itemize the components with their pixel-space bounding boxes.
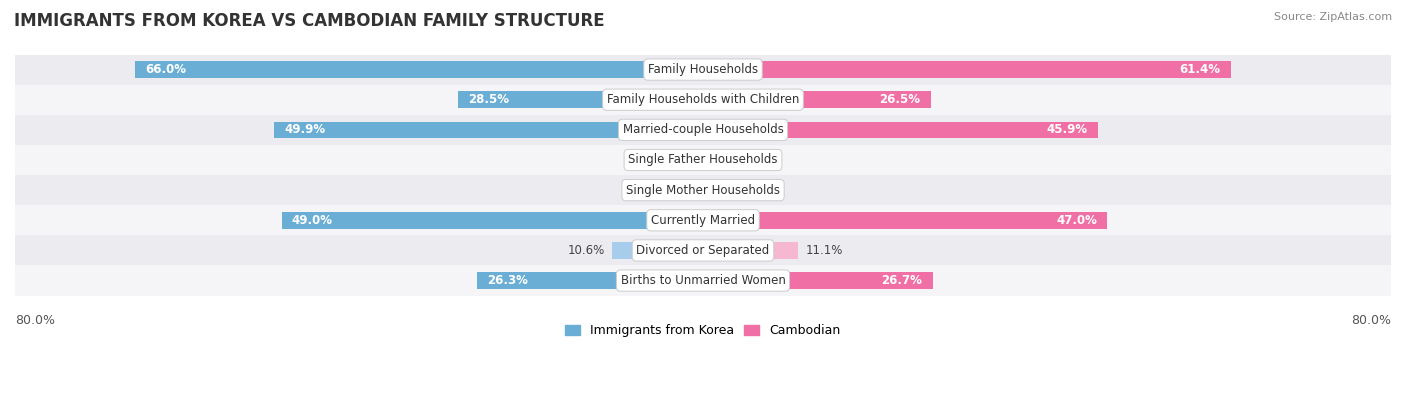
Legend: Immigrants from Korea, Cambodian: Immigrants from Korea, Cambodian — [561, 320, 845, 342]
Text: 45.9%: 45.9% — [1046, 123, 1087, 136]
Bar — [15, 205, 1391, 235]
Bar — [135, 61, 703, 78]
Bar — [703, 61, 1232, 78]
Text: 11.1%: 11.1% — [806, 244, 842, 257]
Text: 5.3%: 5.3% — [621, 184, 651, 197]
Text: Births to Unmarried Women: Births to Unmarried Women — [620, 274, 786, 287]
Bar — [658, 182, 703, 198]
Bar — [703, 182, 748, 198]
Bar — [703, 212, 1107, 229]
Text: Currently Married: Currently Married — [651, 214, 755, 227]
Bar — [15, 85, 1391, 115]
Bar — [15, 265, 1391, 295]
Text: 47.0%: 47.0% — [1056, 214, 1097, 227]
Text: 2.0%: 2.0% — [727, 154, 756, 167]
Bar — [458, 91, 703, 108]
Text: Source: ZipAtlas.com: Source: ZipAtlas.com — [1274, 12, 1392, 22]
Text: 5.3%: 5.3% — [755, 184, 785, 197]
Text: Family Households with Children: Family Households with Children — [607, 93, 799, 106]
Text: 80.0%: 80.0% — [15, 314, 55, 327]
Bar — [281, 212, 703, 229]
Text: 80.0%: 80.0% — [1351, 314, 1391, 327]
Bar — [15, 115, 1391, 145]
Text: 61.4%: 61.4% — [1180, 63, 1220, 76]
Bar — [703, 272, 932, 289]
Text: Single Mother Households: Single Mother Households — [626, 184, 780, 197]
Text: Family Households: Family Households — [648, 63, 758, 76]
Bar — [686, 152, 703, 168]
Bar — [612, 242, 703, 259]
Text: 26.7%: 26.7% — [882, 274, 922, 287]
Bar — [274, 122, 703, 138]
Text: 26.3%: 26.3% — [486, 274, 529, 287]
Bar — [15, 175, 1391, 205]
Bar — [15, 235, 1391, 265]
Text: 26.5%: 26.5% — [880, 93, 921, 106]
Bar — [703, 91, 931, 108]
Text: 49.0%: 49.0% — [292, 214, 333, 227]
Text: Married-couple Households: Married-couple Households — [623, 123, 783, 136]
Bar — [703, 152, 720, 168]
Bar — [703, 242, 799, 259]
Bar — [477, 272, 703, 289]
Bar — [15, 145, 1391, 175]
Text: Divorced or Separated: Divorced or Separated — [637, 244, 769, 257]
Text: 49.9%: 49.9% — [284, 123, 325, 136]
Text: 2.0%: 2.0% — [650, 154, 679, 167]
Bar — [15, 55, 1391, 85]
Text: Single Father Households: Single Father Households — [628, 154, 778, 167]
Text: 66.0%: 66.0% — [146, 63, 187, 76]
Bar — [703, 122, 1098, 138]
Text: IMMIGRANTS FROM KOREA VS CAMBODIAN FAMILY STRUCTURE: IMMIGRANTS FROM KOREA VS CAMBODIAN FAMIL… — [14, 12, 605, 30]
Text: 10.6%: 10.6% — [568, 244, 605, 257]
Text: 28.5%: 28.5% — [468, 93, 509, 106]
